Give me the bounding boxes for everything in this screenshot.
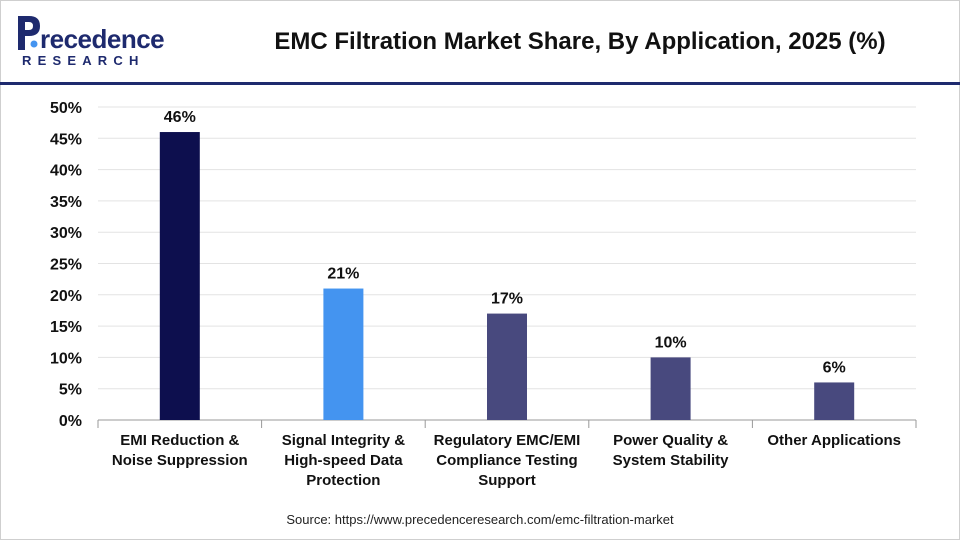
data-label: 10% — [655, 334, 687, 351]
x-category-label: Signal Integrity & — [282, 432, 406, 449]
bar-chart: 0% 5% 10% 15% 20% 25% 30% 35% 40% 45% 50% 46% EMI Re… — [50, 100, 917, 489]
brand-logo: recedence RESEARCH — [14, 10, 165, 70]
x-category-label: System Stability — [613, 452, 730, 469]
header: recedence RESEARCH EMC Filtration Market… — [0, 0, 960, 86]
x-category-label: Support — [478, 472, 536, 489]
chart-title: EMC Filtration Market Share, By Applicat… — [274, 28, 886, 55]
x-category-label: EMI Reduction & — [120, 432, 239, 449]
data-label: 21% — [327, 266, 359, 283]
bar — [650, 357, 691, 420]
logo-p-icon — [18, 16, 40, 50]
x-category-label: Compliance Testing — [436, 452, 577, 469]
bar — [487, 313, 527, 420]
y-tick-label: 5% — [59, 382, 82, 399]
x-category-label: Other Applications — [767, 432, 901, 449]
y-tick-label: 50% — [50, 100, 82, 117]
header-divider — [0, 82, 960, 85]
source-note: Source: https://www.precedenceresearch.c… — [286, 512, 674, 527]
bar — [159, 132, 200, 421]
x-category-label: Power Quality & — [613, 432, 728, 449]
bar — [814, 382, 855, 420]
y-tick-label: 40% — [50, 163, 82, 180]
y-tick-label: 0% — [59, 413, 82, 430]
y-tick-label: 15% — [50, 319, 82, 336]
data-label: 6% — [823, 359, 846, 376]
x-category-label: Regulatory EMC/EMI — [434, 432, 581, 449]
x-category-label: Noise Suppression — [112, 452, 248, 469]
x-category-label: Protection — [306, 472, 380, 489]
data-label: 46% — [164, 109, 196, 126]
y-tick-label: 25% — [50, 257, 82, 274]
y-tick-label: 10% — [50, 350, 82, 367]
y-tick-label: 35% — [50, 194, 82, 211]
logo-wordmark: recedence — [40, 24, 165, 54]
x-category-label: High-speed Data — [284, 452, 403, 469]
data-label: 17% — [491, 291, 523, 308]
logo-subtitle: RESEARCH — [22, 53, 145, 68]
y-tick-label: 30% — [50, 225, 82, 242]
y-tick-label: 20% — [50, 288, 82, 305]
bar — [323, 288, 364, 420]
y-tick-label: 45% — [50, 131, 82, 148]
